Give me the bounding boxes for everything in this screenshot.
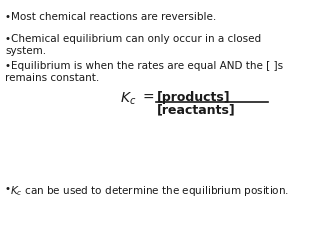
Text: •: • xyxy=(5,184,11,194)
Text: $K_c$ can be used to determine the equilibrium position.: $K_c$ can be used to determine the equil… xyxy=(10,184,289,198)
Text: •Equilibrium is when the rates are equal AND the [ ]s: •Equilibrium is when the rates are equal… xyxy=(5,61,283,71)
Text: system.: system. xyxy=(5,46,46,56)
Text: $K_c$: $K_c$ xyxy=(120,91,136,107)
Text: remains constant.: remains constant. xyxy=(5,73,99,83)
Text: =: = xyxy=(143,91,155,105)
Text: •Most chemical reactions are reversible.: •Most chemical reactions are reversible. xyxy=(5,12,216,22)
Text: •Chemical equilibrium can only occur in a closed: •Chemical equilibrium can only occur in … xyxy=(5,34,261,44)
Text: [reactants]: [reactants] xyxy=(157,103,236,116)
Text: [products]: [products] xyxy=(157,91,231,104)
